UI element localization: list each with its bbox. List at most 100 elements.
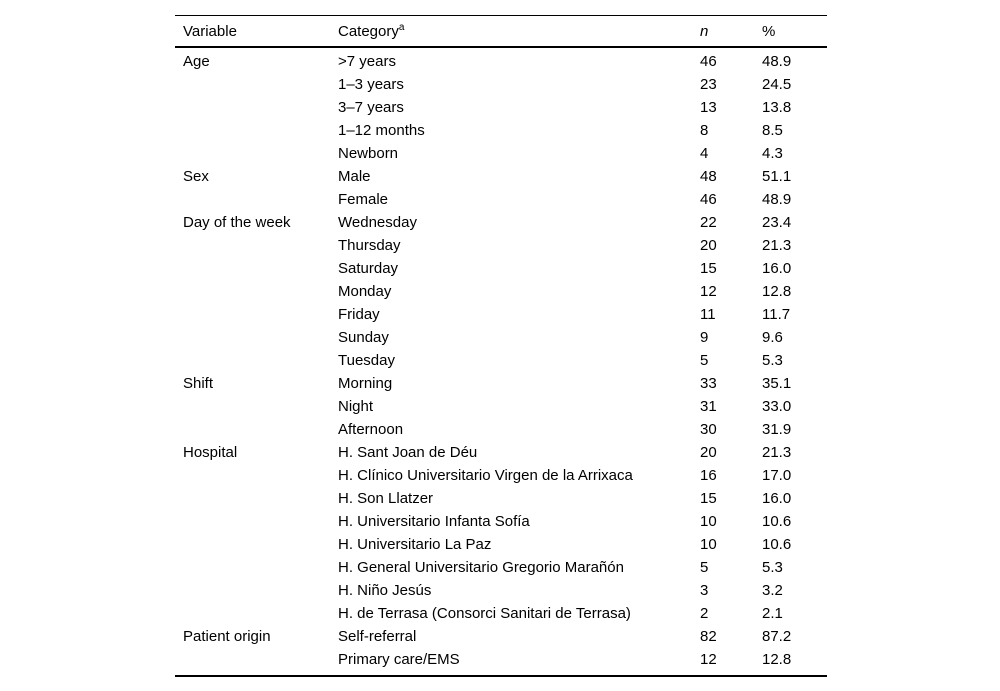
cell-n: 46 [700,191,717,208]
cell-n: 33 [700,375,717,392]
table-row: Patient origin Self-referral 82 87.2 [175,625,827,648]
cell-n: 12 [700,651,717,668]
cell-percent: 10.6 [762,513,792,530]
cell-n: 22 [700,214,717,231]
table-row: H. Son Llatzer 15 16.0 [175,487,827,510]
cell-percent: 21.3 [762,237,792,254]
cell-n: 10 [700,536,717,553]
cell-variable [175,257,330,280]
cell-percent: 12.8 [762,283,792,300]
col-header-percent: % [754,16,827,48]
cell-variable [175,510,330,533]
cell-variable [175,648,330,675]
cell-percent: 51.1 [762,168,792,185]
cell-variable [175,349,330,372]
cell-variable: Day of the week [183,214,291,231]
cell-variable [175,303,330,326]
cell-category: H. General Universitario Gregorio Marañó… [338,559,624,576]
table-row: Hospital H. Sant Joan de Déu 20 21.3 [175,441,827,464]
cell-percent: 16.0 [762,260,792,277]
cell-percent: 10.6 [762,536,792,553]
cell-percent: 21.3 [762,444,792,461]
cell-n: 16 [700,467,717,484]
cell-percent: 13.8 [762,99,792,116]
cell-n: 15 [700,260,717,277]
cell-category: Primary care/EMS [338,651,460,668]
cell-n: 8 [700,122,709,139]
cell-percent: 48.9 [762,53,792,70]
cell-category: Friday [338,306,380,323]
table-row: Friday 11 11.7 [175,303,827,326]
cell-n: 20 [700,237,717,254]
cell-n: 82 [700,628,717,645]
cell-category: Wednesday [338,214,417,231]
table-row: Monday 12 12.8 [175,280,827,303]
cell-variable: Hospital [183,444,238,461]
cell-category: Morning [338,375,393,392]
cell-percent: 87.2 [762,628,792,645]
cell-category: Tuesday [338,352,395,369]
cell-percent: 17.0 [762,467,792,484]
cell-variable [175,326,330,349]
table-row: 3–7 years 13 13.8 [175,96,827,119]
cell-percent: 3.2 [762,582,783,599]
cell-variable: Shift [183,375,214,392]
cell-category: Sunday [338,329,389,346]
cell-variable [175,533,330,556]
cell-variable [175,464,330,487]
cell-percent: 8.5 [762,122,783,139]
cell-percent: 24.5 [762,76,792,93]
cell-variable [175,234,330,257]
table-row: Sex Male 48 51.1 [175,165,827,188]
cell-category: Thursday [338,237,401,254]
col-header-category-label: Category [338,22,399,40]
cell-n: 13 [700,99,717,116]
cell-variable [175,418,330,441]
cell-percent: 2.1 [762,605,783,622]
cell-variable [175,556,330,579]
table-row: H. Niño Jesús 3 3.2 [175,579,827,602]
col-header-variable: Variable [175,16,330,48]
cell-category: H. Universitario La Paz [338,536,492,553]
table-row: H. Universitario Infanta Sofía 10 10.6 [175,510,827,533]
cell-category: H. Sant Joan de Déu [338,444,478,461]
cell-n: 3 [700,582,709,599]
cell-percent: 31.9 [762,421,792,438]
cell-percent: 16.0 [762,490,792,507]
cell-n: 10 [700,513,717,530]
cell-n: 12 [700,283,717,300]
cell-category: Saturday [338,260,399,277]
table-row: H. General Universitario Gregorio Marañó… [175,556,827,579]
table-row: Saturday 15 16.0 [175,257,827,280]
cell-percent: 12.8 [762,651,792,668]
cell-n: 4 [700,145,709,162]
cell-category: Newborn [338,145,399,162]
cell-category: Male [338,168,371,185]
footnote-marker: a [398,21,405,33]
cell-n: 2 [700,605,709,622]
cell-category: Night [338,398,374,415]
cell-variable [175,96,330,119]
cell-category: 3–7 years [338,99,404,116]
cell-n: 9 [700,329,709,346]
table-row: H. Clínico Universitario Virgen de la Ar… [175,464,827,487]
cell-n: 11 [700,306,716,323]
header-row: Variable Categorya n % [175,16,827,48]
cell-category: Afternoon [338,421,404,438]
cell-n: 48 [700,168,717,185]
cell-percent: 23.4 [762,214,792,231]
cell-category: 1–3 years [338,76,404,93]
cell-variable [175,579,330,602]
cell-category: Self-referral [338,628,417,645]
table-row: Shift Morning 33 35.1 [175,372,827,395]
cell-n: 46 [700,53,717,70]
table-row: 1–12 months 8 8.5 [175,119,827,142]
cell-percent: 11.7 [762,306,791,323]
cell-variable: Patient origin [183,628,271,645]
cell-variable [175,602,330,625]
cell-category: Female [338,191,389,208]
table-row: H. de Terrasa (Consorci Sanitari de Terr… [175,602,827,625]
table-row: Female 46 48.9 [175,188,827,211]
table-row: Age >7 years 46 48.9 [175,47,827,73]
